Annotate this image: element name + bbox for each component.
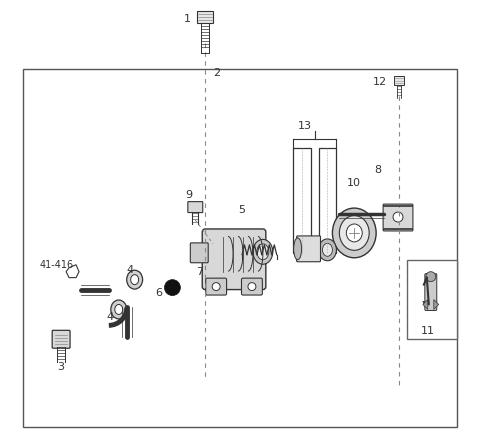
Ellipse shape xyxy=(127,270,143,289)
Text: 4: 4 xyxy=(127,265,134,275)
Ellipse shape xyxy=(115,304,123,315)
Ellipse shape xyxy=(333,208,376,258)
FancyBboxPatch shape xyxy=(319,149,336,253)
Text: 7: 7 xyxy=(196,267,204,277)
Text: 41-416: 41-416 xyxy=(39,260,73,270)
FancyBboxPatch shape xyxy=(383,204,413,231)
Polygon shape xyxy=(423,299,428,309)
Ellipse shape xyxy=(111,300,127,319)
Ellipse shape xyxy=(294,238,301,260)
Ellipse shape xyxy=(347,224,362,242)
Circle shape xyxy=(248,283,256,291)
FancyBboxPatch shape xyxy=(297,236,321,262)
Circle shape xyxy=(228,251,236,259)
Circle shape xyxy=(212,283,220,291)
Ellipse shape xyxy=(253,239,273,264)
FancyBboxPatch shape xyxy=(197,11,213,23)
Circle shape xyxy=(165,279,180,295)
Text: 8: 8 xyxy=(374,166,381,175)
Text: 1: 1 xyxy=(183,14,191,24)
Ellipse shape xyxy=(323,243,333,256)
FancyBboxPatch shape xyxy=(188,202,203,213)
Text: 12: 12 xyxy=(373,77,387,87)
Bar xyxy=(24,69,456,427)
Ellipse shape xyxy=(339,215,369,251)
FancyBboxPatch shape xyxy=(394,76,404,85)
Ellipse shape xyxy=(319,239,336,261)
Text: 9: 9 xyxy=(185,190,192,200)
FancyBboxPatch shape xyxy=(425,274,437,311)
Text: 13: 13 xyxy=(298,121,312,131)
FancyBboxPatch shape xyxy=(190,243,208,263)
FancyBboxPatch shape xyxy=(206,278,227,295)
Text: 2: 2 xyxy=(213,68,220,78)
Text: 11: 11 xyxy=(421,326,435,336)
Polygon shape xyxy=(423,302,431,309)
Bar xyxy=(407,260,456,339)
Circle shape xyxy=(426,272,436,282)
Text: 6: 6 xyxy=(156,287,163,298)
Text: 5: 5 xyxy=(238,205,245,215)
FancyBboxPatch shape xyxy=(202,229,266,290)
FancyBboxPatch shape xyxy=(241,278,263,295)
Polygon shape xyxy=(434,299,439,309)
FancyBboxPatch shape xyxy=(293,149,311,253)
Text: 4: 4 xyxy=(107,312,114,323)
Ellipse shape xyxy=(131,275,139,285)
FancyBboxPatch shape xyxy=(224,247,240,263)
Polygon shape xyxy=(66,265,79,278)
Circle shape xyxy=(393,212,403,222)
FancyBboxPatch shape xyxy=(52,330,70,348)
Ellipse shape xyxy=(257,244,269,260)
Text: 3: 3 xyxy=(57,362,64,372)
Text: 10: 10 xyxy=(348,178,361,188)
